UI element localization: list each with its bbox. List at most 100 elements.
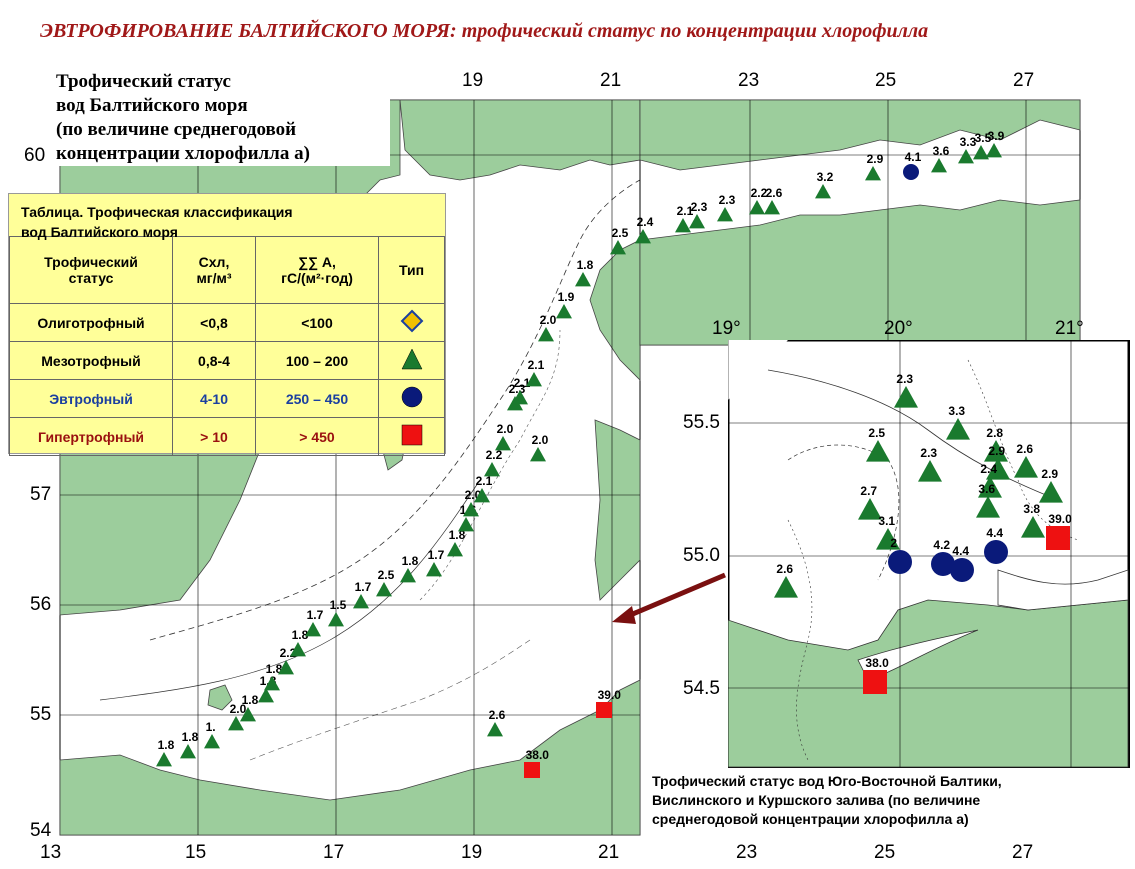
- axis-label: 27: [1012, 842, 1034, 863]
- axis-label: 19°: [712, 318, 741, 339]
- circle-marker: [984, 540, 1008, 564]
- station-value: 2.5: [868, 426, 885, 440]
- cell-pp: <100: [255, 303, 379, 342]
- triangle-marker: [458, 517, 474, 532]
- cell-status: Олиготрофный: [9, 303, 173, 342]
- triangle-marker: [986, 458, 1010, 480]
- triangle-marker: [290, 642, 306, 657]
- axis-label: 25: [875, 70, 897, 91]
- triangle-marker: [376, 582, 392, 597]
- axis-label: 15: [185, 842, 207, 863]
- station-value: 4.4: [952, 544, 969, 558]
- triangle-icon: [378, 341, 445, 380]
- triangle-marker: [958, 149, 974, 164]
- table-row: Мезотрофный 0,8-4 100 – 200: [9, 341, 445, 380]
- triangle-marker: [400, 568, 416, 583]
- axis-label: 25: [874, 842, 896, 863]
- station-value: 38.0: [865, 656, 889, 670]
- triangle-marker: [717, 207, 733, 222]
- circle-icon: [378, 379, 445, 418]
- station-value: 1.8: [402, 554, 419, 568]
- station-value: 1.8: [266, 662, 283, 676]
- station-value: 2.4: [980, 462, 997, 476]
- triangle-marker: [610, 240, 626, 255]
- station-value: 3.8: [1023, 502, 1040, 516]
- header-status: Трофический статус: [9, 236, 173, 304]
- station-value: 2.6: [489, 708, 506, 722]
- station-value: 2.2: [280, 646, 297, 660]
- axis-label: 55: [30, 704, 52, 725]
- station-value: 1.8: [158, 738, 175, 752]
- triangle-marker: [774, 576, 798, 598]
- triangle-marker: [530, 447, 546, 462]
- inset-map: 2.3 3.3 2.5 2.8 2.3 2.9 2.6 2.4 2.9 2.7 3.6 3.8 3.1 2…: [728, 340, 1130, 768]
- table-header-row: Трофический статус Cхл, мг/м³ ∑∑ А, гС/(м²·…: [9, 236, 445, 304]
- station-value: 2.6: [766, 186, 783, 200]
- cell-pp: > 450: [255, 417, 379, 456]
- station-value: 1.7: [307, 608, 324, 622]
- table-row: Гипертрофный > 10 > 450: [9, 417, 445, 456]
- inset-stations: 2.3 3.3 2.5 2.8 2.3 2.9 2.6 2.4 2.9 2.7 3.6 3.8 3.1 2…: [774, 372, 1072, 694]
- triangle-marker: [228, 716, 244, 731]
- cell-status: Мезотрофный: [9, 341, 173, 380]
- cell-pp: 250 – 450: [255, 379, 379, 418]
- cell-chl: 0,8-4: [172, 341, 256, 380]
- station-value: 1.8: [577, 258, 594, 272]
- station-value: 1.8: [182, 730, 199, 744]
- station-value: 1.8: [449, 528, 466, 542]
- station-value: 3.6: [933, 144, 950, 158]
- axis-label: 54: [30, 820, 52, 841]
- axis-label: 56: [30, 594, 52, 615]
- axis-label: 13: [40, 842, 62, 863]
- triangle-marker: [474, 488, 490, 503]
- station-value: 1.8: [242, 693, 259, 707]
- triangle-marker: [866, 440, 890, 462]
- station-value: 2.1: [677, 204, 694, 218]
- triangle-marker: [264, 676, 280, 691]
- triangle-marker: [976, 496, 1000, 518]
- map-east: [639, 99, 1081, 346]
- station-value: 2.1: [528, 358, 545, 372]
- station-value: 2.6: [776, 562, 793, 576]
- land-latvia: [594, 419, 641, 601]
- triangle-marker: [973, 145, 989, 160]
- station-value: 1.7: [355, 580, 372, 594]
- triangle-marker: [978, 476, 1002, 498]
- table-row: Эвтрофный 4-10 250 – 450: [9, 379, 445, 418]
- triangle-marker: [675, 218, 691, 233]
- circle-marker: [950, 558, 974, 582]
- station-value: 2.0: [497, 422, 514, 436]
- triangle-marker: [180, 744, 196, 759]
- triangle-marker: [328, 612, 344, 627]
- station-value: 1.9: [558, 290, 575, 304]
- cell-chl: 4-10: [172, 379, 256, 418]
- station-value: 2.2: [751, 186, 768, 200]
- triangle-marker: [815, 184, 831, 199]
- triangle-marker: [984, 440, 1008, 462]
- triangle-marker: [1039, 481, 1063, 503]
- inset-caption: Трофический статус вод Юго-Восточной Бал…: [652, 772, 1122, 829]
- station-value: 2.3: [719, 193, 736, 207]
- land-bornholm: [207, 684, 233, 711]
- cell-chl: <0,8: [172, 303, 256, 342]
- circle-marker: [888, 550, 912, 574]
- triangle-marker: [858, 498, 882, 520]
- triangle-marker: [495, 436, 511, 451]
- triangle-marker: [258, 688, 274, 703]
- cell-status: Гипертрофный: [9, 417, 173, 456]
- station-value: 2.0: [540, 313, 557, 327]
- axis-label: 23: [738, 70, 760, 91]
- station-value: 4.2: [933, 538, 950, 552]
- triangle-marker: [463, 502, 479, 517]
- axis-label: 54.5: [683, 678, 720, 699]
- triangle-marker: [865, 166, 881, 181]
- station-value: 38.0: [526, 748, 550, 762]
- triangle-marker: [512, 390, 528, 405]
- station-value: 2.5: [612, 226, 629, 240]
- triangle-marker: [204, 734, 220, 749]
- station-value: 39.0: [1048, 512, 1072, 526]
- page-title: ЭВТРОФИРОВАНИЕ БАЛТИЙСКОГО МОРЯ: трофиче…: [40, 20, 929, 42]
- triangle-marker: [156, 752, 172, 767]
- diamond-icon: [378, 303, 445, 342]
- table-row: Олиготрофный <0,8 <100: [9, 303, 445, 342]
